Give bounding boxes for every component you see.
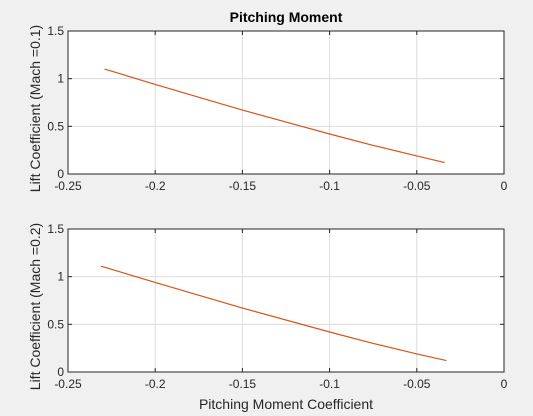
- x-tick-label: -0.25: [54, 179, 82, 193]
- x-tick-label: -0.05: [403, 377, 431, 391]
- y-tick-label: 0.5: [47, 317, 64, 331]
- plot-area: [68, 31, 504, 174]
- x-tick-label: -0.2: [145, 377, 166, 391]
- axes-box: [67, 30, 505, 175]
- x-tick-label: 0: [501, 377, 508, 391]
- x-tick-label: 0: [501, 179, 508, 193]
- y-tick-label: 1: [57, 270, 64, 284]
- y-tick-label: 1.5: [47, 24, 64, 38]
- y-tick-label: 1.5: [47, 222, 64, 236]
- x-axis-label: Pitching Moment Coefficient: [199, 396, 373, 412]
- y-tick-label: 0: [57, 167, 64, 181]
- axes-box: [67, 228, 505, 373]
- chart-panel-2: -0.25 -0.2 -0.15 -0.1 -0.05 0 0 0.5 1 1.5 Pitching…: [27, 222, 508, 412]
- chart-panel-1: -0.25 -0.2 -0.15 -0.1 -0.05 0 0 0.5 1 1.5 Pitching…: [27, 9, 508, 193]
- x-tick-label: -0.2: [145, 179, 166, 193]
- x-tick-label: -0.1: [319, 179, 340, 193]
- x-tick-label: -0.05: [403, 179, 431, 193]
- y-tick-label: 1: [57, 72, 64, 86]
- chart-title: Pitching Moment: [230, 9, 343, 25]
- plot-area: [68, 229, 504, 372]
- series-line: [104, 68, 445, 164]
- x-tick-label: -0.15: [229, 377, 257, 391]
- y-tick-label: 0: [57, 365, 64, 379]
- series-line: [100, 265, 447, 362]
- x-tick-label: -0.1: [319, 377, 340, 391]
- x-tick-label: -0.25: [54, 377, 82, 391]
- y-axis-label: Lift Coefficient (Mach =0.2): [27, 223, 43, 390]
- y-axis-label: Lift Coefficient (Mach =0.1): [27, 25, 43, 192]
- x-tick-label: -0.15: [229, 179, 257, 193]
- y-tick-label: 0.5: [47, 119, 64, 133]
